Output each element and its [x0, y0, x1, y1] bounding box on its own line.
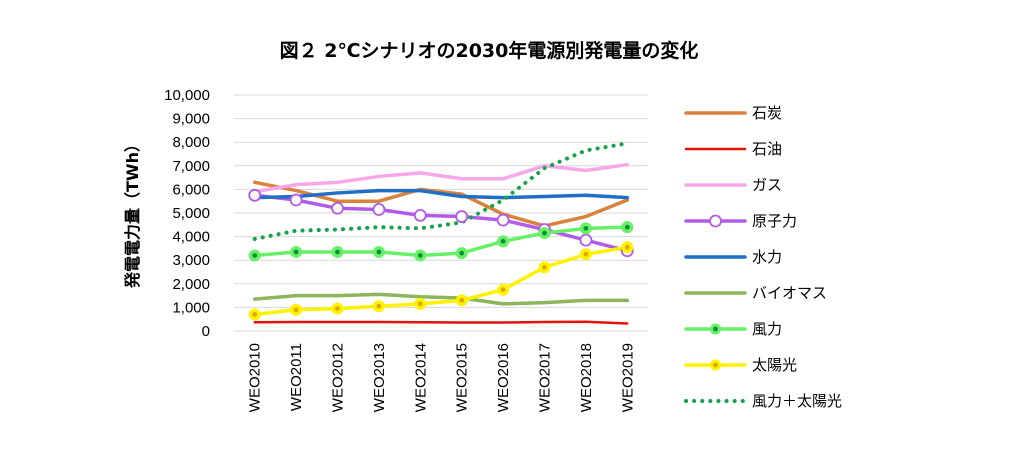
- legend-label: ガス: [752, 176, 782, 194]
- y-tick-label: 1,000: [172, 299, 210, 316]
- x-tick-label: WEO2018: [578, 343, 595, 412]
- legend-item: 太陽光: [684, 356, 797, 374]
- y-tick-label: 4,000: [172, 229, 210, 246]
- data-point-center: [500, 287, 506, 293]
- legend-marker-center: [713, 326, 718, 332]
- legend-item: 水力: [684, 248, 782, 266]
- x-tick-label: WEO2012: [330, 343, 347, 412]
- legend-item: 石炭: [684, 104, 782, 122]
- legend-item: ガス: [684, 176, 782, 194]
- legend-marker: [709, 214, 722, 228]
- legend-label: 石油: [752, 140, 782, 158]
- series-line: [252, 141, 630, 241]
- data-point: [372, 203, 386, 216]
- series-line: [253, 320, 629, 325]
- y-tick-label: 9,000: [172, 111, 210, 128]
- x-tick-label: WEO2014: [412, 343, 429, 412]
- data-point-center: [583, 251, 589, 257]
- x-tick-label: WEO2010: [247, 343, 264, 412]
- data-point-center: [459, 250, 465, 256]
- x-tick-label: WEO2011: [288, 343, 305, 411]
- x-tick-label: WEO2015: [454, 343, 471, 412]
- data-point-center: [335, 306, 340, 311]
- data-point: [579, 233, 593, 247]
- series-line: [252, 292, 630, 306]
- gridlines: [234, 94, 648, 332]
- legend-label: 風力: [752, 320, 782, 338]
- y-tick-label: 3,000: [172, 252, 210, 269]
- data-point-center: [376, 249, 382, 255]
- legend-item: 風力＋太陽光: [684, 392, 842, 410]
- legend-label: 風力＋太陽光: [752, 392, 842, 410]
- data-point-center: [500, 238, 506, 244]
- x-tick-label: WEO2017: [537, 343, 554, 412]
- x-tick-label: WEO2016: [495, 343, 512, 412]
- legend-item: 原子力: [684, 212, 797, 230]
- x-tick-label: WEO2013: [371, 343, 388, 412]
- data-point: [331, 201, 344, 215]
- y-tick-label: 6,000: [172, 181, 210, 198]
- data-point-center: [376, 303, 382, 309]
- series-markers: [248, 188, 634, 321]
- legend-item: バイオマス: [684, 284, 827, 302]
- data-point-center: [417, 253, 423, 258]
- y-tick-label: 7,000: [172, 158, 210, 175]
- data-point-center: [417, 301, 423, 307]
- y-tick-label: 10,000: [164, 87, 210, 104]
- series-line: [252, 225, 630, 258]
- series-line: [252, 193, 630, 253]
- data-point-center: [335, 249, 340, 255]
- y-tick-label: 8,000: [172, 134, 210, 151]
- legend-label: バイオマス: [752, 284, 827, 302]
- data-point-center: [293, 307, 299, 313]
- data-point: [289, 193, 303, 207]
- data-point: [413, 208, 427, 222]
- legend-marker-center: [713, 362, 718, 368]
- y-tick-label: 0: [202, 323, 210, 340]
- series-line: [252, 245, 630, 317]
- x-axis-ticks: WEO2010 WEO2011 WEO2012 WEO2013 WEO2014 WEO20…: [247, 343, 637, 412]
- data-point-center: [624, 224, 630, 230]
- y-tick-label: 5,000: [172, 205, 210, 222]
- chart-title: 図２ 2℃シナリオの2030年電源別発電量の変化: [280, 39, 699, 62]
- data-point-center: [583, 225, 589, 231]
- data-point-center: [542, 264, 547, 270]
- legend-label: 原子力: [752, 212, 797, 230]
- legend-label: 太陽光: [752, 356, 797, 374]
- legend-item: 石油: [684, 140, 782, 158]
- y-axis-ticks: 0 1,000 2,000 3,000 4,000 5,000 6,000 7,000 8,00…: [164, 87, 210, 340]
- legend-label: 水力: [752, 248, 782, 266]
- data-point-center: [459, 297, 465, 303]
- legend-label: 石炭: [752, 104, 782, 122]
- data-point: [455, 210, 469, 223]
- data-point-center: [293, 249, 299, 255]
- series-line: [252, 162, 630, 194]
- data-point: [248, 188, 262, 202]
- data-point-center: [252, 253, 258, 258]
- series-line: [252, 188, 630, 200]
- data-point-center: [542, 230, 547, 236]
- x-tick-label: WEO2019: [619, 343, 636, 412]
- y-axis-label: 発電電力量（TWh）: [123, 136, 142, 289]
- data-point-center: [624, 244, 630, 250]
- series-lines: [252, 141, 630, 325]
- y-tick-label: 2,000: [172, 276, 210, 293]
- legend-item: 風力: [684, 320, 782, 338]
- data-point: [496, 213, 510, 227]
- data-point-center: [252, 312, 258, 317]
